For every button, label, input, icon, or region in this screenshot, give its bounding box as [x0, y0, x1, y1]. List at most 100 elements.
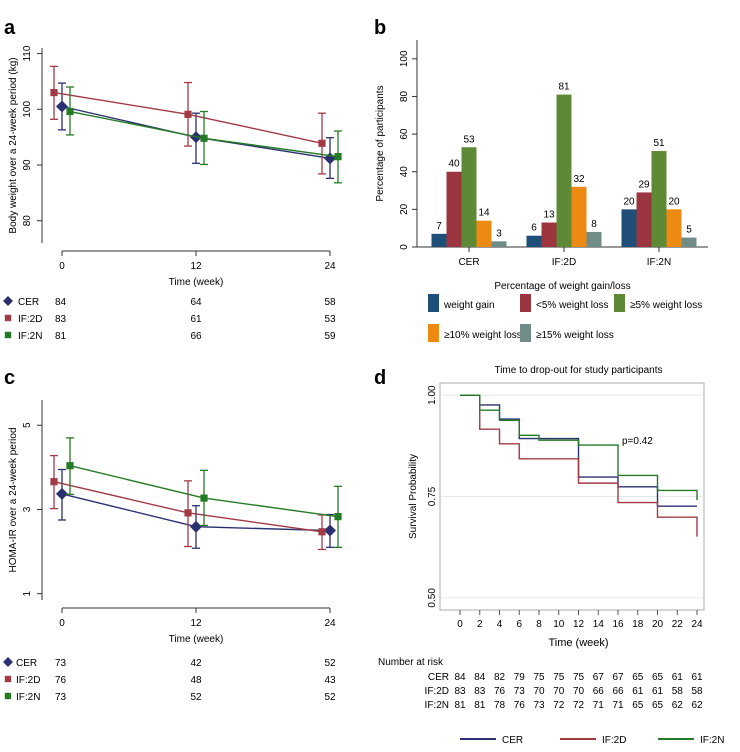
bar-value-label: 13 — [543, 210, 555, 221]
y-tick-label: 110 — [22, 45, 33, 61]
risk-value: 72 — [553, 700, 565, 711]
risk-value: 84 — [454, 672, 466, 683]
risk-value: 61 — [190, 314, 202, 325]
y-tick-label: 80 — [399, 90, 410, 102]
x-tick-label: 24 — [324, 618, 336, 629]
risk-value: 70 — [573, 686, 585, 697]
x-tick-label: 22 — [672, 619, 684, 630]
risk-value: 73 — [514, 686, 526, 697]
legend-label: weight gain — [443, 300, 495, 311]
panel-label-b: b — [374, 17, 386, 39]
risk-value: 73 — [55, 692, 67, 703]
risk-value: 84 — [55, 297, 67, 308]
risk-value: 73 — [533, 700, 545, 711]
legend-label: ≥10% weight loss — [444, 330, 522, 341]
legend-label: ≥15% weight loss — [536, 330, 614, 341]
category-label: IF:2N — [647, 257, 671, 268]
x-tick-label: 12 — [190, 618, 202, 629]
data-point — [66, 107, 74, 116]
chart-title: Time to drop-out for study participants — [494, 365, 662, 376]
x-tick-label: 20 — [652, 619, 664, 630]
data-point — [66, 462, 74, 470]
risk-value: 83 — [55, 314, 67, 325]
data-point — [200, 494, 208, 502]
risk-marker-CER — [3, 657, 13, 667]
risk-marker-IF:2N — [4, 692, 12, 700]
risk-row-label: CER — [428, 672, 449, 683]
data-point — [56, 487, 68, 500]
data-point — [56, 100, 68, 113]
data-point — [334, 153, 342, 161]
y-tick-label: 3 — [22, 506, 33, 512]
legend-label: <5% weight loss — [536, 300, 609, 311]
bar-value-label: 40 — [448, 159, 460, 170]
data-point — [318, 528, 326, 536]
data-point — [334, 513, 342, 521]
legend-label: CER — [502, 735, 523, 746]
risk-value: 61 — [632, 686, 644, 697]
y-tick-label: 40 — [399, 166, 410, 178]
legend-swatch — [614, 294, 625, 312]
risk-value: 53 — [324, 314, 336, 325]
x-tick-label: 6 — [516, 619, 522, 630]
risk-row-label: IF:2N — [16, 692, 40, 703]
data-point — [324, 524, 336, 537]
y-tick-label: 80 — [22, 215, 33, 227]
y-tick-label: 0.75 — [427, 486, 438, 506]
risk-value: 52 — [324, 692, 336, 703]
x-tick-label: 0 — [59, 618, 65, 629]
risk-row-label: IF:2N — [18, 331, 42, 342]
bar-value-label: 20 — [623, 196, 635, 207]
risk-value: 61 — [691, 672, 703, 683]
x-tick-label: 14 — [593, 619, 605, 630]
x-axis-label: Time (week) — [169, 277, 224, 288]
panel-label-d: d — [374, 367, 386, 389]
bar — [621, 209, 637, 247]
y-tick-label: 60 — [399, 128, 410, 140]
legend-swatch — [520, 324, 531, 342]
legend-swatch — [520, 294, 531, 312]
risk-value: 82 — [494, 672, 506, 683]
risk-value: 43 — [324, 675, 336, 686]
risk-value: 71 — [593, 700, 605, 711]
risk-value: 67 — [612, 672, 624, 683]
x-tick-label: 8 — [536, 619, 542, 630]
risk-value: 83 — [454, 686, 466, 697]
risk-marker-IF:2N — [4, 331, 12, 339]
risk-value: 52 — [190, 692, 202, 703]
risk-value: 61 — [652, 686, 664, 697]
bar — [681, 237, 697, 247]
risk-value: 83 — [474, 686, 486, 697]
bar — [526, 235, 542, 247]
y-tick-label: 0.50 — [427, 588, 438, 608]
bar-value-label: 29 — [638, 179, 650, 190]
y-axis-label: Body weight over a 24-week period (kg) — [8, 57, 19, 233]
risk-marker-IF:2D — [4, 675, 12, 683]
bar — [556, 94, 572, 247]
bar-value-label: 3 — [496, 228, 502, 239]
bar — [461, 147, 477, 247]
data-point — [324, 152, 336, 165]
risk-value: 76 — [55, 675, 67, 686]
legend-label: IF:2N — [700, 735, 724, 746]
y-tick-label: 90 — [22, 159, 33, 171]
bar-value-label: 5 — [686, 225, 692, 236]
risk-value: 79 — [514, 672, 526, 683]
risk-value: 61 — [672, 672, 684, 683]
risk-value: 66 — [593, 686, 605, 697]
km-curve-IF:2D — [460, 394, 698, 537]
bar — [541, 222, 557, 247]
risk-value: 65 — [632, 672, 644, 683]
legend-swatch — [428, 294, 439, 312]
legend-label: IF:2D — [602, 735, 626, 746]
bar — [586, 231, 602, 247]
data-point — [50, 88, 58, 97]
x-tick-label: 2 — [477, 619, 483, 630]
bar — [476, 220, 492, 247]
risk-value: 78 — [494, 700, 506, 711]
y-tick-label: 0 — [399, 244, 410, 250]
risk-value: 75 — [553, 672, 565, 683]
bar — [491, 241, 507, 247]
risk-value: 70 — [533, 686, 545, 697]
km-curve-IF:2N — [460, 394, 698, 501]
